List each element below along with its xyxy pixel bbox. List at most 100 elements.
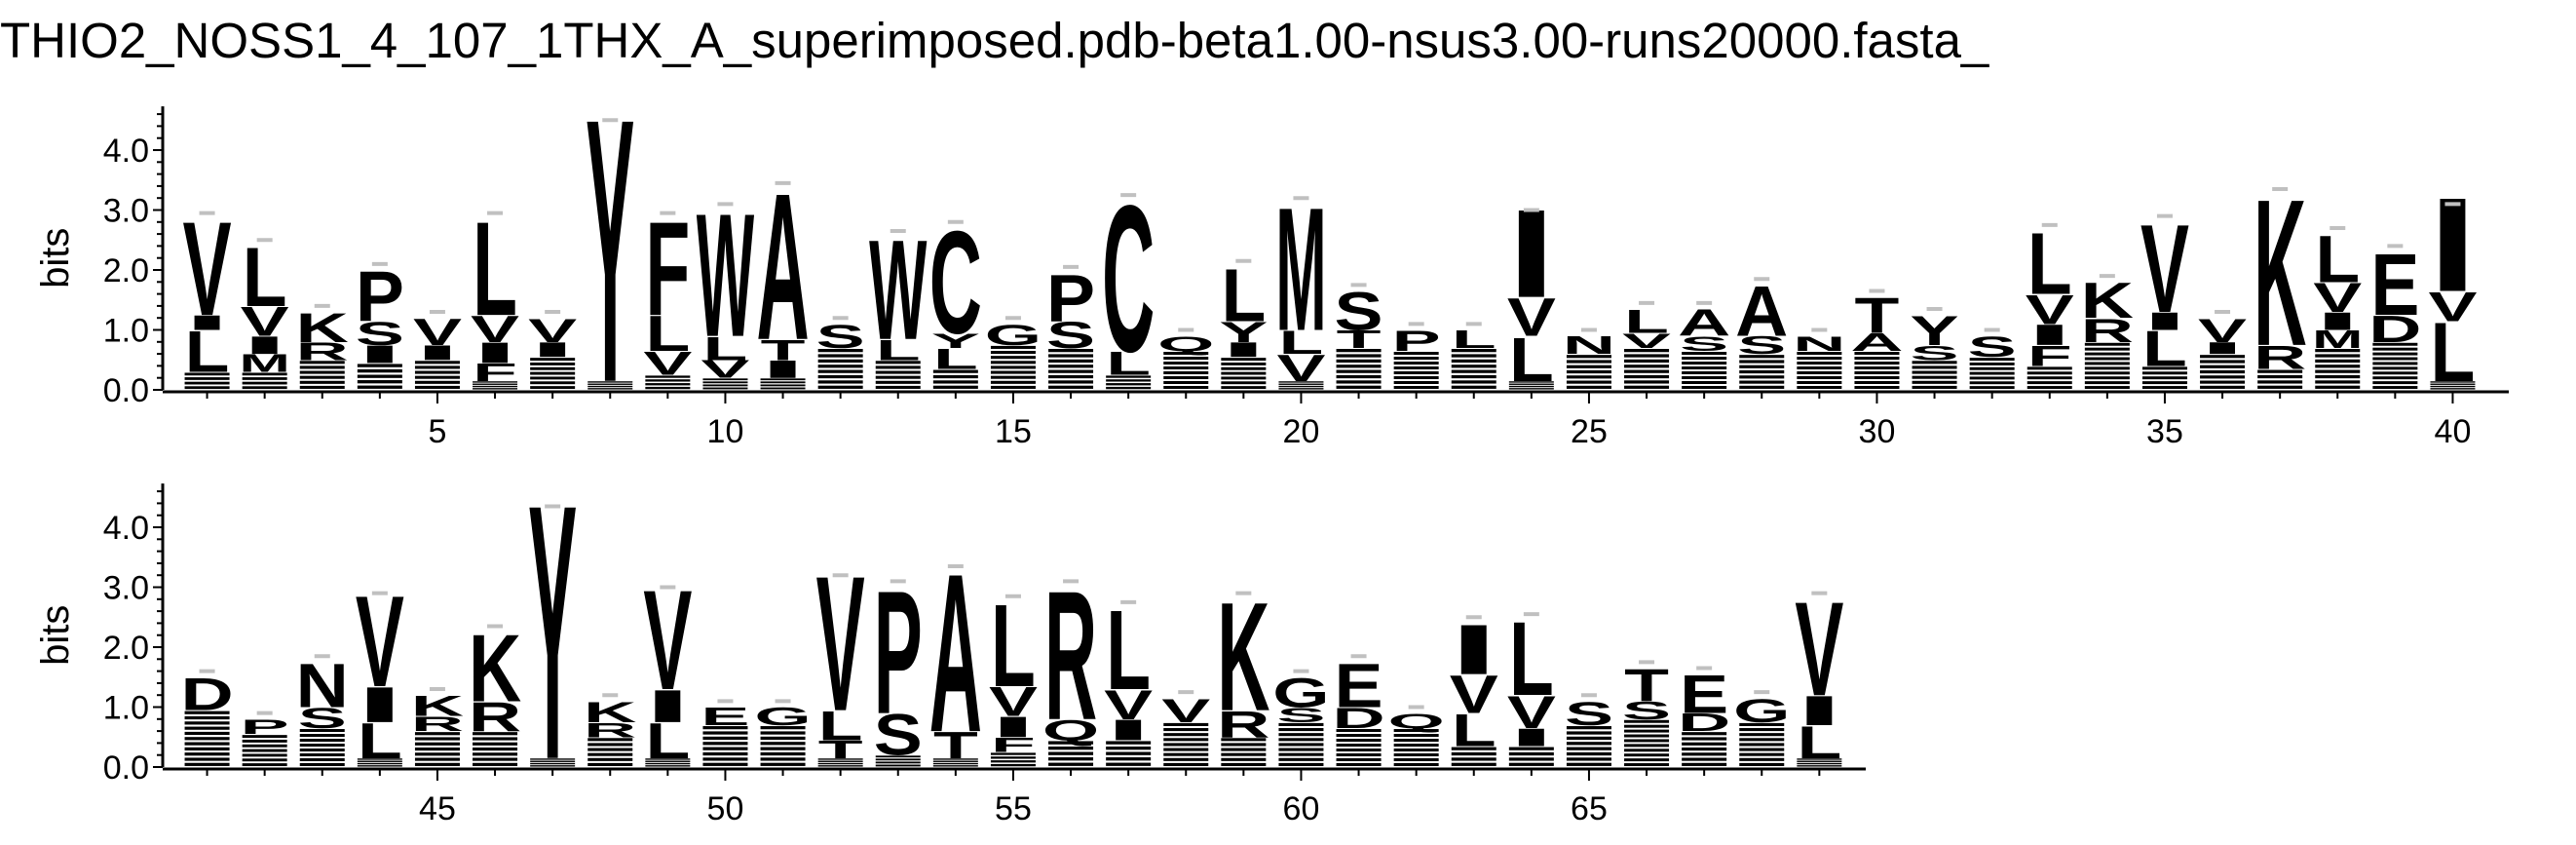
minor-residue-stripe: [702, 387, 748, 390]
minor-residue-stripe: [1797, 386, 1842, 390]
minor-residue-stripe: [184, 372, 230, 376]
svg-text:V: V: [528, 312, 577, 349]
svg-text:G: G: [985, 319, 1042, 352]
y-tick-label: 0.0: [103, 372, 149, 409]
svg-text:L: L: [1452, 705, 1496, 756]
minor-residue-stripe: [299, 749, 345, 752]
svg-text:K: K: [584, 696, 636, 729]
svg-text:L: L: [1509, 325, 1554, 395]
minor-residue-stripe: [2027, 381, 2072, 385]
minor-residue-stripe: [1451, 374, 1496, 379]
minor-residue-stripe: [1336, 739, 1382, 743]
minor-residue-stripe: [1221, 371, 1267, 375]
residue-P: P: [356, 256, 404, 336]
minor-residue-stripe: [1048, 349, 1094, 353]
svg-text:Q: Q: [1157, 332, 1214, 356]
residue-A: A: [1735, 272, 1788, 352]
minor-residue-stripe: [2430, 383, 2476, 385]
minor-residue-stripe: [299, 361, 345, 365]
minor-residue-stripe: [1451, 747, 1496, 750]
minor-residue-stripe: [1508, 381, 1554, 383]
minor-residue-stripe: [473, 383, 518, 385]
minor-residue-stripe: [184, 747, 230, 751]
minor-residue-stripe: [2372, 366, 2418, 370]
svg-text:I: I: [356, 677, 404, 734]
residue-S: S: [356, 315, 404, 352]
minor-residue-stripe: [530, 362, 576, 365]
residue-I: I: [183, 311, 232, 334]
residue-R: R: [2081, 312, 2134, 349]
svg-text:A: A: [756, 150, 809, 384]
svg-text:V: V: [1507, 687, 1556, 739]
minor-residue-stripe: [357, 385, 402, 389]
minor-residue-stripe: [702, 736, 748, 741]
residue-I: I: [241, 331, 289, 360]
svg-text:C: C: [1102, 162, 1155, 396]
y-tick-label: 0.0: [103, 749, 149, 787]
minor-residue-stripe: [2315, 359, 2361, 364]
svg-text:G: G: [754, 703, 811, 731]
minor-residue-stripe: [1106, 383, 1152, 386]
svg-text:L: L: [358, 712, 402, 769]
minor-residue-stripe: [2315, 385, 2361, 389]
svg-text:S: S: [874, 703, 923, 768]
minor-residue-stripe: [1048, 385, 1094, 389]
minor-residue-stripe: [414, 747, 460, 751]
minor-residue-stripe: [875, 755, 921, 758]
svg-text:M: M: [2312, 326, 2363, 353]
minor-residue-stripe: [2141, 371, 2187, 375]
residue-L: L: [818, 703, 863, 749]
x-tick-label: 15: [995, 413, 1032, 450]
residue-I: I: [356, 340, 404, 368]
x-tick-label: 30: [1859, 413, 1896, 450]
minor-residue-stripe: [1278, 722, 1324, 726]
svg-text:I: I: [2198, 339, 2247, 358]
minor-residue-stripe: [645, 386, 691, 390]
minor-residue-stripe: [875, 370, 921, 374]
minor-residue-stripe: [2200, 355, 2246, 359]
x-tick-label: 45: [419, 790, 456, 827]
svg-text:S: S: [1622, 696, 1671, 724]
minor-residue-stripe: [1739, 728, 1785, 732]
minor-residue-stripe: [1221, 752, 1267, 756]
minor-residue-stripe: [2372, 371, 2418, 375]
minor-residue-stripe: [817, 369, 863, 373]
minor-residue-stripe: [1451, 380, 1496, 384]
residue-Y: Y: [931, 328, 980, 352]
minor-residue-stripe: [530, 376, 576, 380]
svg-text:L: L: [1221, 253, 1266, 337]
minor-residue-stripe: [1278, 757, 1324, 761]
minor-residue-stripe: [1163, 728, 1209, 732]
minor-residue-stripe: [1048, 762, 1094, 766]
residue-I: I: [759, 356, 808, 384]
minor-residue-stripe: [1221, 757, 1267, 761]
minor-residue-stripe: [2200, 385, 2246, 389]
minor-residue-stripe: [990, 375, 1036, 379]
minor-residue-stripe: [1393, 357, 1439, 361]
residue-Y: Y: [528, 430, 577, 836]
svg-text:F: F: [645, 195, 690, 344]
minor-residue-stripe: [702, 731, 748, 735]
minor-residue-stripe: [242, 749, 287, 752]
minor-residue-stripe: [1739, 355, 1785, 359]
minor-residue-stripe: [242, 744, 287, 748]
minor-residue-stripe: [817, 359, 863, 364]
minor-residue-stripe: [990, 356, 1036, 360]
residue-C: C: [1102, 162, 1155, 396]
minor-residue-stripe: [530, 358, 576, 362]
svg-text:V: V: [241, 298, 289, 345]
residue-S: S: [1276, 703, 1325, 726]
svg-text:Y: Y: [586, 40, 634, 461]
svg-text:P: P: [241, 715, 289, 739]
svg-text:K: K: [2254, 156, 2306, 390]
minor-residue-stripe: [184, 715, 230, 720]
minor-residue-stripe: [1739, 380, 1785, 384]
minor-residue-stripe: [1451, 349, 1496, 353]
minor-residue-stripe: [932, 380, 978, 384]
minor-residue-stripe: [242, 763, 287, 767]
residue-A: A: [1678, 302, 1730, 344]
svg-text:V: V: [1276, 347, 1325, 389]
minor-residue-stripe: [1393, 734, 1439, 738]
minor-residue-stripe: [2315, 369, 2361, 373]
minor-residue-stripe: [760, 387, 806, 390]
